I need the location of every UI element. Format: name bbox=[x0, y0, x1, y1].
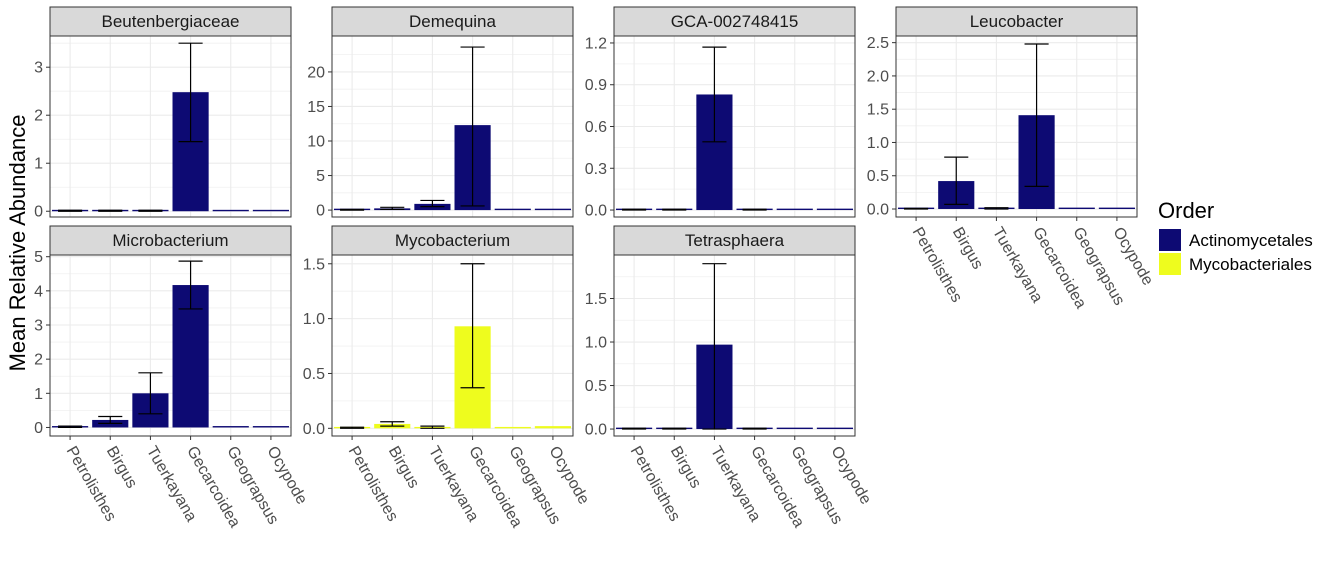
y-tick-label: 0.0 bbox=[303, 421, 325, 438]
bar bbox=[1058, 207, 1095, 210]
y-tick-label: 0 bbox=[34, 420, 43, 437]
facet-strip-title: Microbacterium bbox=[112, 231, 228, 250]
facet-strip-title: Demequina bbox=[409, 12, 496, 31]
panel-border bbox=[49, 35, 292, 218]
y-tick-label: 0 bbox=[34, 204, 43, 221]
panel-background bbox=[896, 36, 1137, 217]
bar bbox=[534, 208, 571, 211]
bar bbox=[212, 209, 249, 212]
legend-title: Order bbox=[1158, 198, 1214, 223]
panel-background bbox=[332, 36, 573, 217]
panel-border bbox=[895, 35, 1138, 218]
facet-panel: Tetrasphaera0.00.51.01.5PetrolisthesBirg… bbox=[585, 225, 874, 531]
y-tick-label: 2.5 bbox=[867, 35, 889, 52]
y-tick-label: 0.5 bbox=[867, 168, 889, 185]
bar bbox=[776, 208, 813, 211]
facet-strip bbox=[331, 225, 574, 256]
y-tick-label: 4 bbox=[34, 283, 43, 300]
y-tick-label: 1.0 bbox=[585, 335, 607, 352]
facet-strip-title: Beutenbergiaceae bbox=[101, 12, 239, 31]
x-tick-label: Birgus bbox=[103, 444, 140, 492]
y-tick-label: 2 bbox=[34, 352, 43, 369]
bar bbox=[816, 208, 853, 211]
facet-panels: Beutenbergiaceae0123Demequina05101520GCA… bbox=[34, 6, 1156, 531]
facet-strip-title: Tetrasphaera bbox=[685, 231, 785, 250]
facet-panel: Leucobacter0.00.51.01.52.02.5Petrolisthe… bbox=[867, 6, 1156, 312]
y-tick-label: 3 bbox=[34, 60, 43, 77]
panel-border bbox=[613, 254, 856, 437]
bar bbox=[494, 426, 531, 429]
facet-strip bbox=[331, 6, 574, 37]
facet-panel: GCA-002748415 0.0 0.3 0.6 0.9 1.2 bbox=[585, 6, 856, 220]
y-tick-label: 1 bbox=[34, 386, 43, 403]
legend-key bbox=[1159, 253, 1181, 275]
y-tick-label: 0.9 bbox=[585, 77, 607, 94]
bar bbox=[252, 426, 289, 428]
y-tick-label: 10 bbox=[307, 134, 325, 151]
legend-label: Mycobacteriales bbox=[1189, 255, 1312, 274]
facet-strip-title: Mycobacterium bbox=[395, 231, 510, 250]
panel-background bbox=[332, 255, 573, 436]
bar bbox=[534, 426, 571, 429]
y-axis-title: Mean Relative Abundance bbox=[5, 115, 30, 372]
panel-border bbox=[331, 254, 574, 437]
facet-strip bbox=[895, 6, 1138, 37]
y-tick-label: 2.0 bbox=[867, 68, 889, 85]
y-tick-label: 5 bbox=[34, 249, 43, 266]
y-tick-label: 0.5 bbox=[303, 366, 325, 383]
x-tick-label: Birgus bbox=[385, 444, 422, 492]
legend-label: Actinomycetales bbox=[1189, 231, 1313, 250]
panel-border bbox=[49, 254, 292, 437]
bar bbox=[776, 427, 813, 430]
facet-strip bbox=[49, 6, 292, 37]
facet-strip-title: GCA-002748415 bbox=[671, 12, 799, 31]
facet-panel: Mycobacterium0.00.51.01.5PetrolisthesBir… bbox=[303, 225, 592, 531]
y-tick-label: 15 bbox=[307, 99, 325, 116]
y-tick-label: 1.0 bbox=[867, 135, 889, 152]
bar bbox=[494, 208, 531, 211]
y-tick-label: 1.5 bbox=[867, 102, 889, 119]
legend: Order Actinomycetales Mycobacteriales bbox=[1158, 198, 1313, 275]
y-tick-label: 3 bbox=[34, 318, 43, 335]
x-tick-label: Birgus bbox=[667, 444, 704, 492]
legend-key bbox=[1159, 229, 1181, 251]
y-tick-label: 0.0 bbox=[867, 202, 889, 219]
bar bbox=[816, 427, 853, 430]
y-tick-label: 2 bbox=[34, 108, 43, 125]
panel-border bbox=[331, 35, 574, 218]
y-tick-label: 0.3 bbox=[585, 161, 607, 178]
facet-strip bbox=[613, 225, 856, 256]
y-tick-label: 1.0 bbox=[303, 311, 325, 328]
bar bbox=[212, 426, 249, 428]
facet-strip-title: Leucobacter bbox=[970, 12, 1064, 31]
y-tick-label: 0.0 bbox=[585, 203, 607, 220]
y-tick-label: 1.5 bbox=[303, 256, 325, 273]
y-tick-label: 20 bbox=[307, 64, 325, 81]
panel-background bbox=[614, 255, 855, 436]
x-tick-label: Birgus bbox=[949, 225, 986, 273]
bar bbox=[252, 209, 289, 212]
y-tick-label: 0 bbox=[316, 203, 325, 220]
facet-panel: Beutenbergiaceae 0 1 2 3 bbox=[34, 6, 292, 221]
y-tick-label: 1.2 bbox=[585, 35, 607, 52]
y-tick-label: 5 bbox=[316, 168, 325, 185]
panel-background bbox=[50, 255, 291, 436]
bar bbox=[1098, 207, 1135, 210]
y-tick-label: 0.5 bbox=[585, 378, 607, 395]
y-tick-label: 0.6 bbox=[585, 119, 607, 136]
y-tick-label: 0.0 bbox=[585, 422, 607, 439]
y-tick-label: 1.5 bbox=[585, 291, 607, 308]
y-tick-label: 1 bbox=[34, 156, 43, 173]
facet-panel: Demequina 0 5 10 15 20 bbox=[307, 6, 574, 220]
panel-background bbox=[50, 36, 291, 217]
facet-strip bbox=[613, 6, 856, 37]
